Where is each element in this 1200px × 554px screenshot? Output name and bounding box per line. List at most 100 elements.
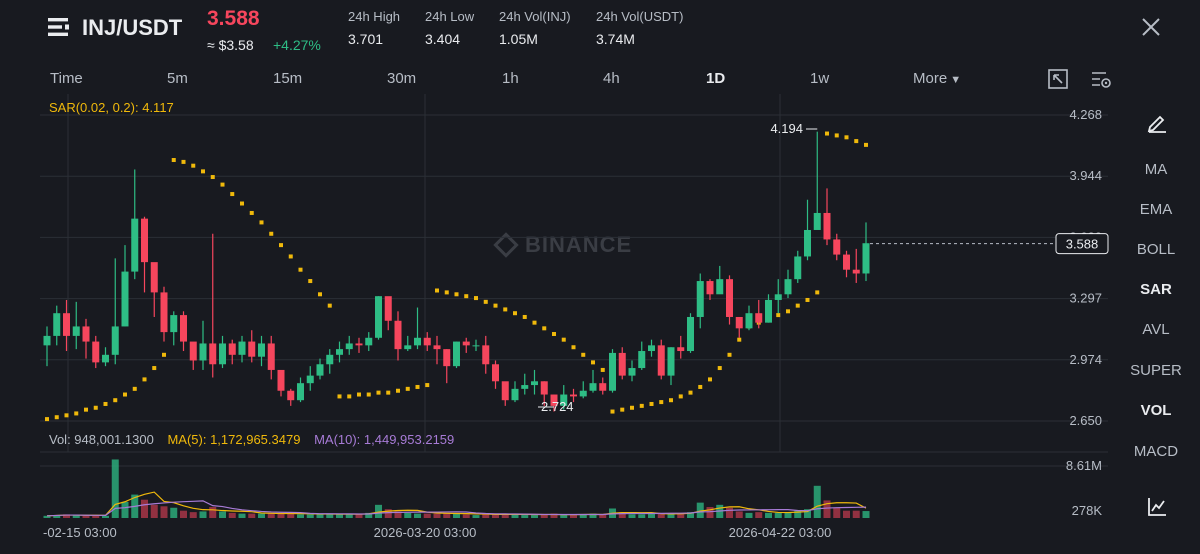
candle-body	[248, 341, 256, 357]
line-chart-icon[interactable]	[1146, 496, 1168, 518]
sar-dot	[240, 201, 244, 206]
sar-dot	[717, 366, 722, 371]
interval-4h[interactable]: 4h	[603, 70, 620, 87]
candle-body	[414, 337, 421, 346]
interval-time[interactable]: Time	[50, 70, 83, 87]
menu-icon[interactable]	[46, 14, 72, 40]
interval-more[interactable]: More ▼	[913, 70, 961, 87]
price-axis-label: 4.268	[1069, 107, 1102, 122]
candle-body	[82, 326, 90, 342]
volume-bar	[677, 513, 685, 518]
sar-dot	[591, 360, 595, 365]
interval-5m[interactable]: 5m	[167, 70, 188, 87]
price-axis-label: 2.974	[1069, 352, 1102, 367]
candle-body	[511, 388, 519, 401]
volume-bar	[687, 512, 694, 518]
volume-bar	[384, 509, 392, 518]
current-price-box	[1055, 233, 1109, 255]
volume-bar	[531, 515, 538, 518]
volume-bar	[453, 513, 460, 518]
interval-1w[interactable]: 1w	[810, 70, 830, 87]
volume-bar	[355, 514, 363, 518]
sar-dot	[425, 383, 430, 388]
interval-1d[interactable]: 1D	[706, 70, 726, 87]
interval-30m[interactable]: 30m	[387, 70, 417, 87]
sar-dot	[152, 366, 157, 371]
indicator-avl[interactable]: AVL	[1142, 321, 1170, 338]
indicator-ema[interactable]: EMA	[1139, 201, 1173, 218]
stat-label: 24h Low	[425, 9, 475, 24]
volume-bar	[560, 515, 568, 518]
indicator-boll[interactable]: BOLL	[1136, 241, 1176, 258]
volume-bar	[482, 514, 490, 518]
price-axis-label: 3.297	[1069, 291, 1102, 306]
candle-body	[355, 343, 363, 346]
expand-icon[interactable]	[1047, 68, 1069, 90]
sar-dot	[103, 401, 108, 406]
price-axis-label: 3.944	[1069, 168, 1102, 183]
candle-body	[531, 381, 538, 386]
volume-bar	[852, 510, 860, 518]
sar-dot	[162, 352, 166, 357]
volume-bar	[774, 512, 782, 518]
sar-dot	[171, 158, 176, 163]
sar-dot	[776, 313, 781, 318]
indicator-sar[interactable]: SAR	[1140, 281, 1172, 298]
candle-body	[219, 343, 226, 365]
indicator-ma[interactable]: MA	[1144, 161, 1168, 178]
volume-bar	[813, 485, 821, 518]
volume-bar	[180, 510, 187, 518]
pair-title[interactable]: INJ/USDT	[82, 15, 183, 40]
stat-value: 3.74M	[596, 31, 635, 47]
sar-dot	[493, 303, 498, 308]
stat-24h-vol-quote: 24h Vol(USDT) 3.74M	[596, 9, 683, 47]
sar-dot	[220, 182, 225, 187]
volume-bar	[462, 514, 470, 518]
candle-body	[784, 279, 792, 295]
sar-dot	[74, 411, 79, 416]
sar-dot	[630, 405, 634, 410]
candle-body	[599, 383, 607, 391]
candle-body	[843, 254, 850, 270]
candle-body	[716, 279, 724, 295]
sar-dot	[522, 314, 527, 319]
candle-body	[609, 352, 616, 391]
volume-bar	[794, 510, 802, 518]
last-price: 3.588	[207, 7, 260, 30]
interval-15m[interactable]: 15m	[273, 70, 303, 87]
sar-dot	[649, 401, 654, 406]
candle-body	[492, 364, 499, 382]
sar-dot	[864, 142, 868, 147]
volume-bar	[423, 513, 431, 518]
candle-body	[755, 313, 763, 323]
indicator-super[interactable]: SUPER	[1130, 362, 1182, 379]
candle-body	[696, 281, 704, 317]
volume-value: Vol: 948,001.1300	[49, 432, 154, 447]
indicator-macd[interactable]: MACD	[1133, 443, 1179, 460]
candle-body	[540, 381, 548, 395]
pencil-icon[interactable]	[1146, 111, 1168, 133]
sar-dot	[230, 192, 235, 197]
volume-bar	[141, 499, 148, 518]
sar-dot	[357, 392, 361, 397]
sar-dot	[308, 279, 313, 284]
chart-settings-icon[interactable]	[1090, 68, 1112, 90]
sar-dot	[708, 377, 712, 382]
candle-body	[638, 351, 646, 369]
volume-bar	[735, 511, 743, 518]
volume-bar	[102, 515, 109, 518]
volume-bar	[199, 511, 207, 518]
candle-body	[111, 326, 119, 355]
sar-dot	[532, 320, 537, 325]
interval-1h[interactable]: 1h	[502, 70, 519, 87]
candlestick-chart[interactable]: 4.2683.9443.6203.2972.9742.6508.61M278K4…	[0, 94, 1110, 554]
candle-body	[794, 256, 802, 280]
indicator-vol[interactable]: VOL	[1140, 402, 1172, 419]
close-icon[interactable]	[1138, 14, 1164, 40]
interval-bar: Time 5m 15m 30m 1h 4h 1D 1w More ▼	[0, 66, 1200, 92]
volume-bar	[92, 515, 100, 518]
sar-dot	[132, 386, 137, 391]
current-price-label: 3.588	[1066, 237, 1099, 252]
sar-dot	[464, 294, 469, 299]
candle-body	[453, 341, 460, 367]
